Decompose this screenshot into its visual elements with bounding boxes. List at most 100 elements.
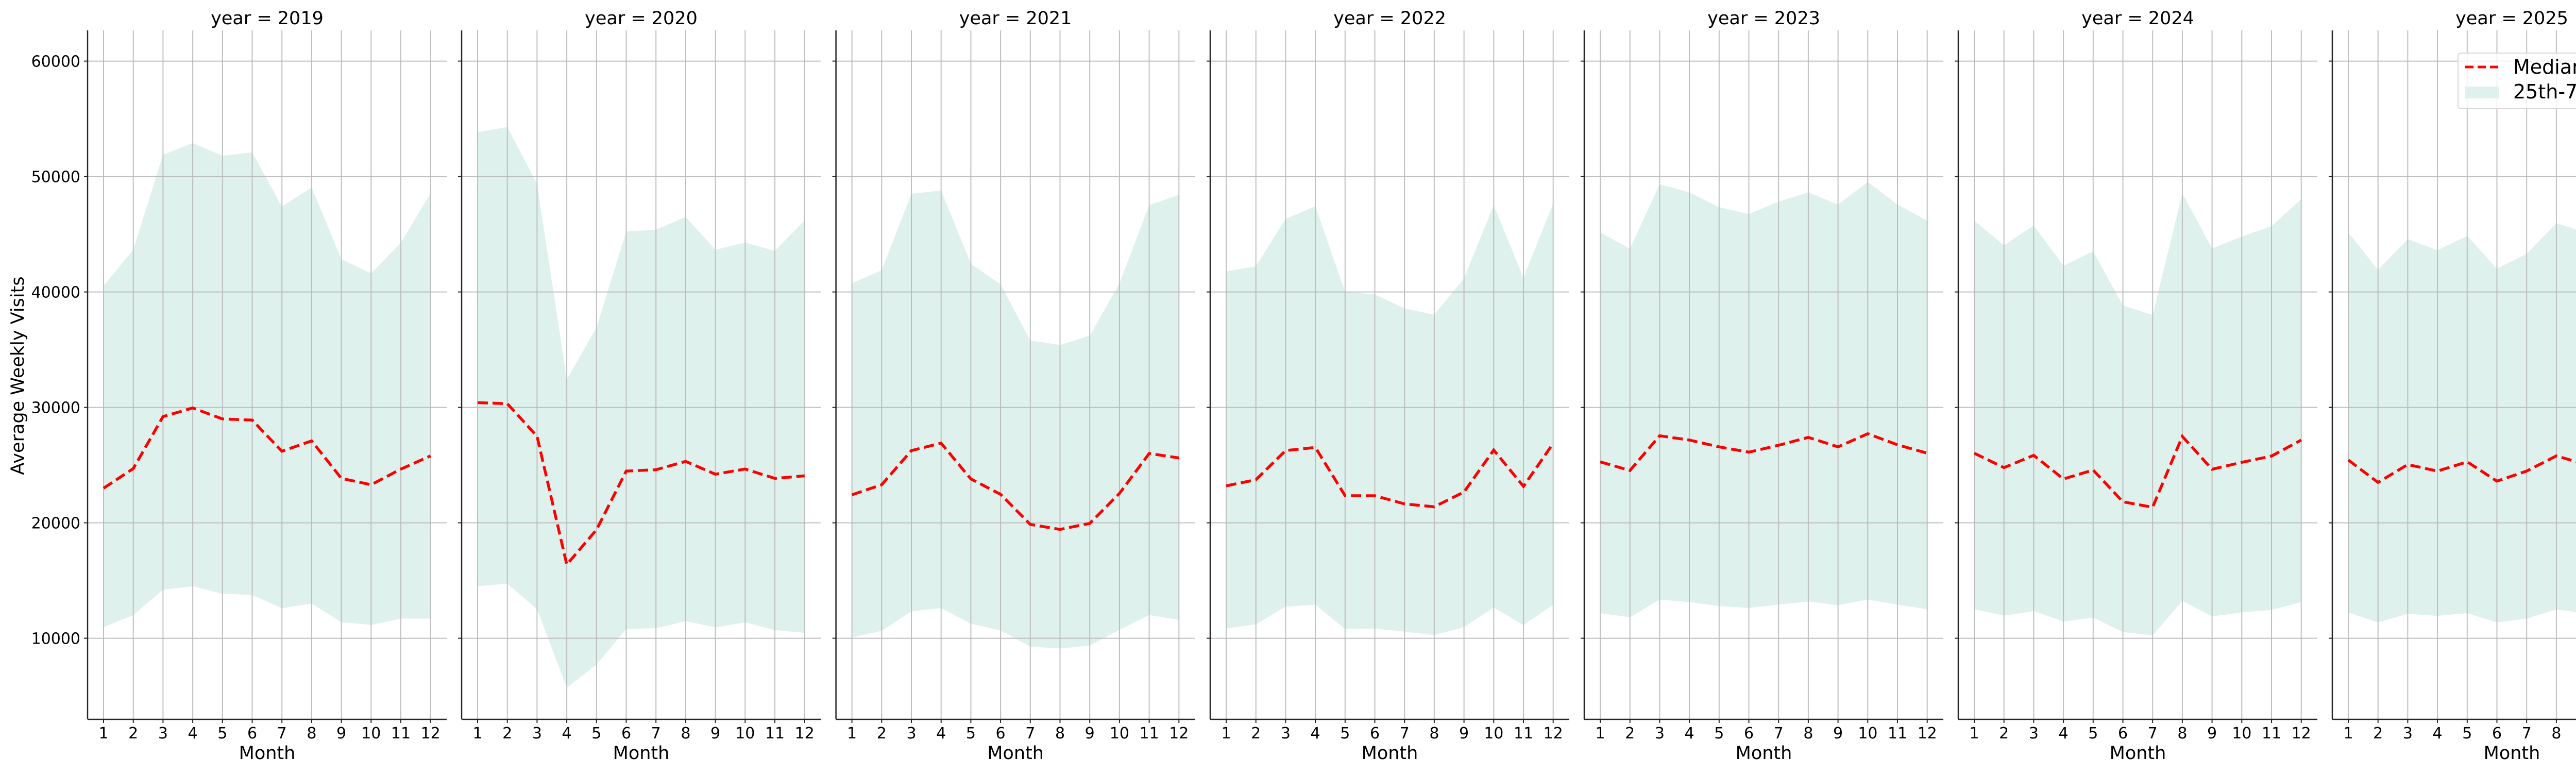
- x-tick-label: 3: [2029, 725, 2039, 743]
- median-line: [1226, 442, 1554, 509]
- x-tick-label: 12: [1544, 725, 1563, 743]
- y-tick-label: 50000: [31, 169, 80, 187]
- x-tick-label: 9: [1833, 725, 1843, 743]
- x-tick-label: 11: [765, 725, 785, 743]
- x-tick-label: 7: [1025, 725, 1035, 743]
- x-tick-label: 6: [621, 725, 631, 743]
- x-tick-label: 12: [795, 725, 815, 743]
- x-axis-label: Month: [987, 743, 1044, 764]
- median-line: [1973, 433, 2302, 509]
- x-tick-label: 5: [217, 725, 227, 743]
- x-tick-label: 5: [2462, 725, 2472, 743]
- panel-title: year = 2021: [959, 8, 1072, 29]
- panel-title: year = 2024: [2081, 8, 2194, 29]
- x-tick-label: 1: [1595, 725, 1605, 743]
- x-tick-label: 5: [1714, 725, 1724, 743]
- x-tick-label: 1: [472, 725, 482, 743]
- x-tick-label: 4: [936, 725, 946, 743]
- x-tick-label: 1: [1969, 725, 1979, 743]
- y-tick-label: 10000: [31, 630, 80, 648]
- median-line: [851, 441, 1179, 531]
- x-tick-label: 10: [2232, 725, 2251, 743]
- x-tick-label: 3: [2403, 725, 2413, 743]
- x-tick-label: 6: [247, 725, 257, 743]
- x-tick-label: 2: [1625, 725, 1635, 743]
- x-tick-label: 11: [1140, 725, 1159, 743]
- x-tick-label: 12: [421, 725, 440, 743]
- x-tick-label: 8: [681, 725, 690, 743]
- x-tick-label: 11: [391, 725, 411, 743]
- x-tick-label: 2: [502, 725, 512, 743]
- x-tick-label: 11: [1888, 725, 1907, 743]
- x-tick-label: 3: [1281, 725, 1291, 743]
- x-tick-label: 3: [1655, 725, 1665, 743]
- panel-title: year = 2023: [1707, 8, 1820, 29]
- x-tick-label: 7: [2148, 725, 2158, 743]
- median-line: [103, 406, 431, 490]
- x-tick-label: 12: [2292, 725, 2311, 743]
- x-axis-label: Month: [1736, 743, 1792, 764]
- x-tick-label: 7: [1400, 725, 1410, 743]
- percentile-band: [1226, 203, 1553, 635]
- x-tick-label: 9: [1085, 725, 1095, 743]
- percentile-band: [1974, 193, 2301, 635]
- x-tick-label: 7: [1774, 725, 1784, 743]
- x-tick-label: 1: [847, 725, 857, 743]
- legend-band-label: 25th-75th Percentile: [2513, 80, 2576, 103]
- panel-title: year = 2019: [211, 8, 324, 29]
- x-tick-label: 5: [966, 725, 976, 743]
- x-tick-label: 8: [1429, 725, 1439, 743]
- x-tick-label: 2: [2373, 725, 2383, 743]
- panel-title: year = 2025: [2455, 8, 2568, 29]
- x-tick-label: 4: [2059, 725, 2069, 743]
- x-tick-label: 9: [710, 725, 720, 743]
- y-axis-label: Average Weekly Visits: [8, 276, 28, 475]
- x-tick-label: 1: [2343, 725, 2353, 743]
- x-tick-label: 10: [1484, 725, 1503, 743]
- x-tick-label: 8: [1055, 725, 1065, 743]
- x-tick-label: 10: [1858, 725, 1877, 743]
- x-tick-label: 10: [1110, 725, 1129, 743]
- x-tick-label: 5: [591, 725, 601, 743]
- x-tick-label: 6: [2118, 725, 2128, 743]
- x-tick-label: 10: [361, 725, 381, 743]
- y-tick-label: 20000: [31, 515, 80, 533]
- x-tick-label: 9: [2207, 725, 2217, 743]
- x-tick-label: 7: [651, 725, 661, 743]
- percentile-band: [104, 143, 431, 627]
- x-tick-label: 8: [2177, 725, 2187, 743]
- x-tick-label: 3: [906, 725, 916, 743]
- x-tick-label: 7: [2522, 725, 2532, 743]
- x-tick-label: 6: [1744, 725, 1754, 743]
- x-tick-label: 7: [277, 725, 287, 743]
- x-tick-label: 4: [1685, 725, 1694, 743]
- percentile-band: [852, 190, 1179, 649]
- x-tick-label: 8: [307, 725, 316, 743]
- y-tick-label: 60000: [31, 53, 80, 71]
- x-tick-label: 2: [128, 725, 138, 743]
- x-tick-label: 9: [336, 725, 346, 743]
- percentile-band: [1600, 182, 1927, 617]
- x-tick-label: 8: [2551, 725, 2561, 743]
- x-tick-label: 3: [158, 725, 168, 743]
- y-tick-label: 30000: [31, 399, 80, 417]
- x-tick-label: 3: [532, 725, 542, 743]
- y-tick-label: 40000: [31, 284, 80, 302]
- x-tick-label: 4: [1311, 725, 1320, 743]
- x-tick-label: 4: [2433, 725, 2443, 743]
- median-line: [477, 401, 805, 568]
- percentile-band: [2348, 223, 2576, 622]
- panel-title: year = 2020: [585, 8, 698, 29]
- x-tick-label: 6: [996, 725, 1006, 743]
- x-tick-label: 11: [1514, 725, 1533, 743]
- median-line: [2347, 454, 2576, 484]
